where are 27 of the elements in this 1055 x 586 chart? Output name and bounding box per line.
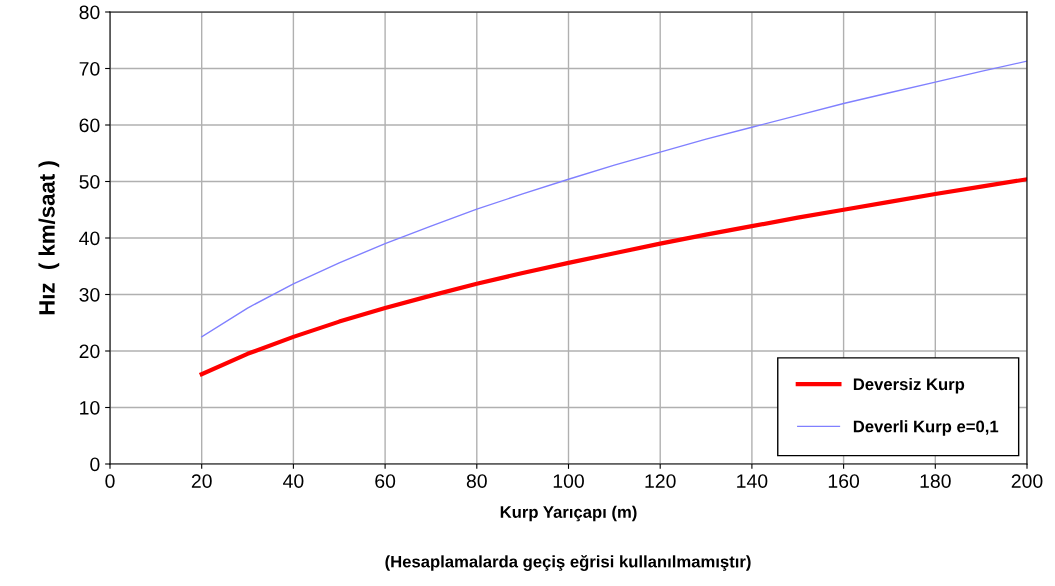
y-tick-label: 80 — [79, 5, 100, 20]
x-tick-label: 200 — [1011, 474, 1043, 488]
x-tick-label: 20 — [191, 474, 212, 488]
line-series — [201, 60, 1027, 338]
y-tick-label: 70 — [79, 61, 100, 76]
y-tick-label: 10 — [80, 400, 100, 415]
x-tick-label: 180 — [920, 474, 951, 488]
x-tick-label: 80 — [466, 474, 487, 488]
y-tick-label: 40 — [79, 231, 100, 246]
x-tick-label: 100 — [553, 474, 584, 488]
x-tick-label: 40 — [283, 474, 304, 488]
line-series — [199, 177, 1027, 377]
y-tick-label: 0 — [90, 457, 100, 472]
legend-label: Deverli Kurp e=0,1 — [853, 420, 999, 436]
y-tick-label: 60 — [79, 118, 100, 133]
x-tick-label: 0 — [105, 474, 115, 488]
y-tick-label: 30 — [79, 287, 100, 302]
y-tick-label: 20 — [79, 344, 100, 359]
legend-label: Deversiz Kurp — [853, 377, 965, 394]
y-tick-label: 50 — [79, 174, 100, 189]
x-tick-label: 120 — [645, 474, 676, 488]
y-axis-title: Hız ( km/saat ) — [38, 161, 60, 315]
x-axis-title: Kurp Yarıçapı (m) — [500, 505, 637, 522]
x-tick-label: 60 — [375, 474, 396, 488]
x-tick-label: 160 — [828, 474, 860, 488]
text: (Hesaplamalarda geçiş eğrisi kullanılmamıştır) — [385, 555, 751, 571]
x-tick-label: 140 — [737, 474, 768, 488]
